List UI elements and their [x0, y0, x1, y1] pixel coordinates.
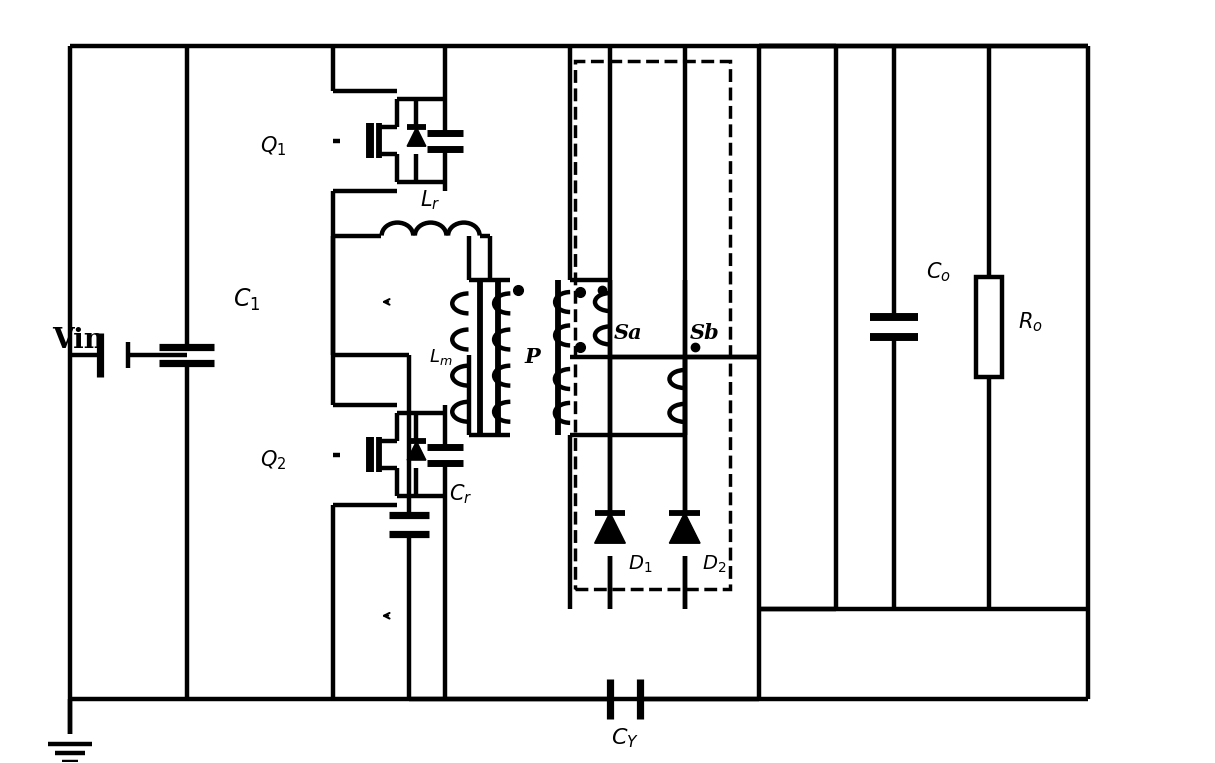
- Text: Vin: Vin: [52, 327, 104, 354]
- Polygon shape: [407, 127, 426, 146]
- Text: $Q_1$: $Q_1$: [260, 134, 287, 158]
- Text: $C_r$: $C_r$: [448, 483, 473, 507]
- Text: $L_r$: $L_r$: [420, 189, 441, 212]
- Bar: [575, 61, 729, 589]
- Text: Sb: Sb: [690, 324, 719, 343]
- Text: $C_1$: $C_1$: [232, 287, 260, 314]
- Text: Sa: Sa: [614, 324, 643, 343]
- Polygon shape: [594, 513, 626, 543]
- Text: $D_1$: $D_1$: [628, 554, 652, 575]
- Text: $Q_2$: $Q_2$: [260, 448, 287, 472]
- Text: $C_o$: $C_o$: [926, 261, 951, 284]
- Text: P: P: [525, 347, 541, 367]
- Bar: [976, 278, 1001, 377]
- Text: $D_2$: $D_2$: [702, 554, 727, 575]
- Polygon shape: [669, 513, 700, 543]
- Polygon shape: [407, 441, 426, 460]
- Text: $C_Y$: $C_Y$: [611, 727, 639, 751]
- Text: $R_o$: $R_o$: [1018, 311, 1042, 334]
- Text: $L_m$: $L_m$: [429, 347, 452, 367]
